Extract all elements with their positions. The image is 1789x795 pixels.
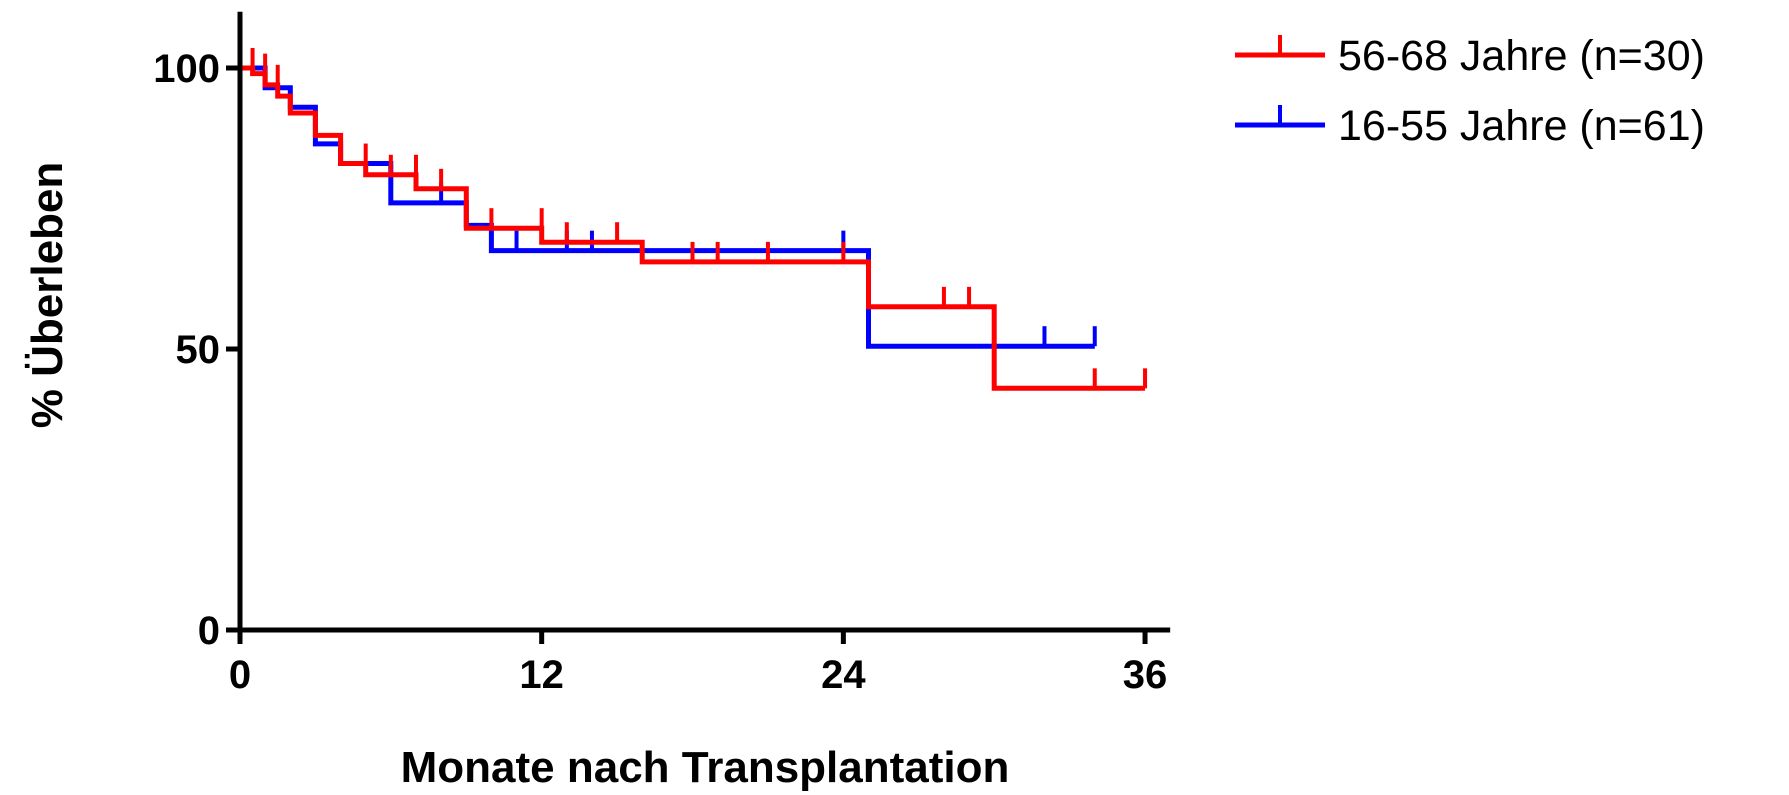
legend-item: 56-68 Jahre (n=30) bbox=[1235, 32, 1705, 80]
y-axis-title: % Überleben bbox=[23, 162, 72, 429]
legend-label: 16-55 Jahre (n=61) bbox=[1338, 102, 1705, 150]
tick-group: 0 12 24 36 0 50 100 bbox=[153, 47, 1167, 697]
series-0 bbox=[240, 48, 1148, 391]
y-tick-label: 100 bbox=[153, 47, 220, 91]
x-axis-title: Monate nach Transplantation bbox=[401, 743, 1010, 792]
x-tick-label: 24 bbox=[821, 653, 866, 697]
y-tick-label: 0 bbox=[198, 609, 220, 653]
y-tick-label: 50 bbox=[176, 328, 221, 372]
series-line bbox=[240, 65, 1145, 391]
legend-item: 16-55 Jahre (n=61) bbox=[1235, 102, 1705, 150]
x-tick-label: 0 bbox=[229, 653, 251, 697]
x-tick-label: 12 bbox=[519, 653, 564, 697]
axes bbox=[237, 11, 1171, 633]
x-tick-label: 36 bbox=[1123, 653, 1168, 697]
legend-label: 56-68 Jahre (n=30) bbox=[1338, 32, 1705, 80]
legend: 56-68 Jahre (n=30) 16-55 Jahre (n=61) bbox=[1235, 32, 1705, 150]
plot-area bbox=[240, 48, 1148, 391]
